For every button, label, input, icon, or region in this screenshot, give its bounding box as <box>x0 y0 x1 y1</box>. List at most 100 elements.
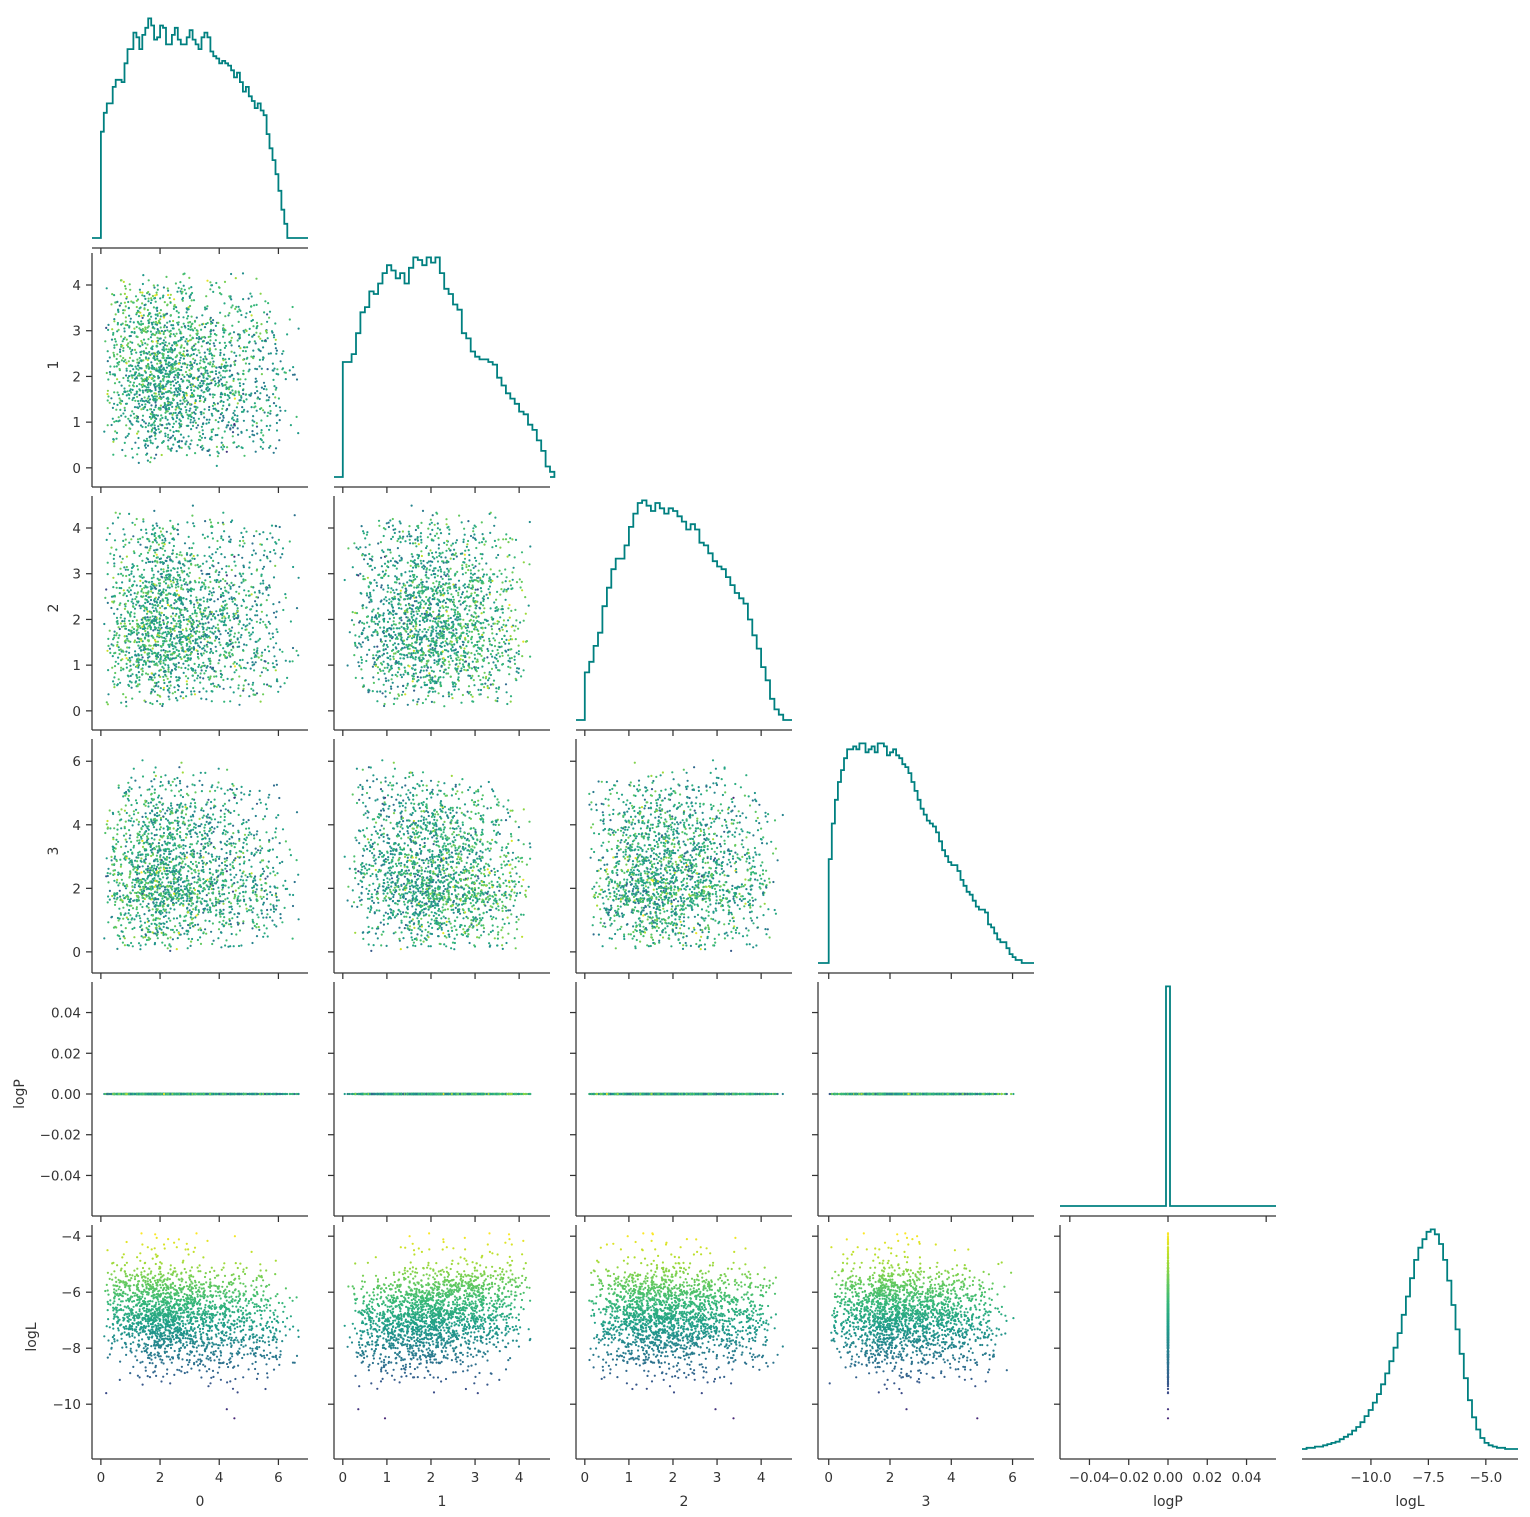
scatter-point <box>115 512 117 514</box>
scatter-point <box>152 333 154 335</box>
scatter-point <box>122 347 124 349</box>
scatter-point <box>172 579 174 581</box>
scatter-point <box>127 380 129 382</box>
scatter-point <box>231 554 233 556</box>
scatter-point <box>507 619 509 621</box>
scatter-point <box>464 583 466 585</box>
scatter-point <box>163 654 165 656</box>
scatter-point <box>182 697 184 699</box>
scatter-point <box>194 581 196 583</box>
scatter-point <box>480 655 482 657</box>
scatter-point <box>191 394 193 396</box>
scatter-point <box>171 653 173 655</box>
scatter-point <box>262 356 264 358</box>
scatter-point <box>175 697 177 699</box>
scatter-point <box>161 442 163 444</box>
scatter-point <box>193 588 195 590</box>
scatter-point <box>166 304 168 306</box>
scatter-point <box>167 567 169 569</box>
scatter-point <box>262 448 264 450</box>
scatter-point <box>139 575 141 577</box>
scatter-point <box>147 382 149 384</box>
scatter-point <box>205 670 207 672</box>
scatter-point <box>117 657 119 659</box>
scatter-point <box>181 403 183 405</box>
scatter-point <box>176 333 178 335</box>
scatter-point <box>192 619 194 621</box>
scatter-point <box>117 309 119 311</box>
scatter-point <box>217 684 219 686</box>
scatter-point <box>149 666 151 668</box>
scatter-point <box>261 574 263 576</box>
scatter-point <box>276 628 278 630</box>
scatter-point <box>254 381 256 383</box>
scatter-point <box>273 452 275 454</box>
scatter-point <box>264 339 266 341</box>
scatter-point <box>390 560 392 562</box>
scatter-point <box>222 324 224 326</box>
scatter-point <box>211 690 213 692</box>
scatter-point <box>172 418 174 420</box>
scatter-point <box>170 638 172 640</box>
scatter-point <box>188 657 190 659</box>
scatter-point <box>128 307 130 309</box>
scatter-point <box>181 447 183 449</box>
scatter-point <box>256 647 258 649</box>
scatter-point <box>233 691 235 693</box>
scatter-point <box>144 371 146 373</box>
scatter-point <box>423 676 425 678</box>
scatter-point <box>238 664 240 666</box>
scatter-point <box>167 400 169 402</box>
scatter-point <box>151 619 153 621</box>
scatter-point <box>193 525 195 527</box>
scatter-point <box>251 295 253 297</box>
scatter-point <box>211 439 213 441</box>
scatter-point <box>179 612 181 614</box>
scatter-point <box>243 420 245 422</box>
scatter-point <box>150 645 152 647</box>
scatter-point <box>168 681 170 683</box>
scatter-point <box>190 421 192 423</box>
scatter-point <box>163 348 165 350</box>
scatter-point <box>170 314 172 316</box>
scatter-point <box>225 657 227 659</box>
scatter-point <box>269 425 271 427</box>
scatter-point <box>192 675 194 677</box>
scatter-point <box>110 547 112 549</box>
scatter-point <box>238 345 240 347</box>
scatter-point <box>163 667 165 669</box>
scatter-point <box>173 308 175 310</box>
scatter-point <box>215 627 217 629</box>
scatter-point <box>221 383 223 385</box>
scatter-point <box>263 388 265 390</box>
scatter-point <box>190 339 192 341</box>
scatter-point <box>204 352 206 354</box>
scatter-point <box>182 563 184 565</box>
scatter-point <box>195 409 197 411</box>
scatter-point <box>511 538 513 540</box>
scatter-point <box>142 330 144 332</box>
scatter-point <box>208 406 210 408</box>
scatter-point <box>134 417 136 419</box>
scatter-point <box>142 415 144 417</box>
scatter-point <box>230 539 232 541</box>
scatter-point <box>185 443 187 445</box>
scatter-point <box>164 433 166 435</box>
scatter-point <box>174 691 176 693</box>
scatter-point <box>188 380 190 382</box>
scatter-point <box>473 567 475 569</box>
scatter-point <box>261 439 263 441</box>
scatter-point <box>159 703 161 705</box>
scatter-point <box>205 607 207 609</box>
scatter-point <box>489 585 491 587</box>
scatter-point <box>175 657 177 659</box>
scatter-point <box>377 672 379 674</box>
scatter-point <box>245 679 247 681</box>
scatter-point <box>226 446 228 448</box>
scatter-point <box>152 636 154 638</box>
scatter-point <box>487 696 489 698</box>
scatter-point <box>139 544 141 546</box>
scatter-point <box>365 607 367 609</box>
scatter-point <box>173 686 175 688</box>
scatter-point <box>459 615 461 617</box>
